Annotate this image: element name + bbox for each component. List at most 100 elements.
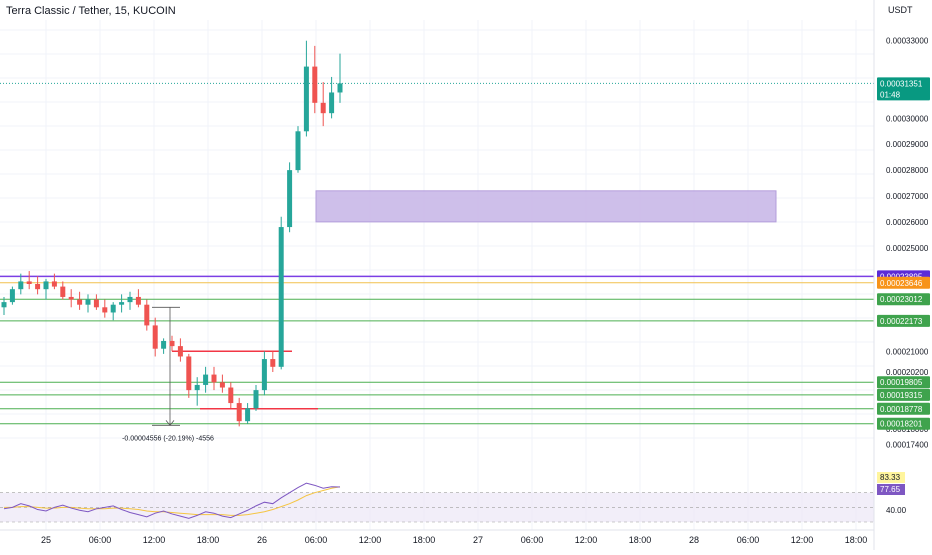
candle-body — [161, 340, 167, 349]
current-price-label: 0.00031351 — [880, 79, 923, 88]
rsi-value-label: 77.65 — [880, 485, 901, 494]
currency-label: USDT — [888, 5, 913, 15]
time-tick-label: 12:00 — [359, 535, 382, 545]
time-tick-label: 18:00 — [413, 535, 436, 545]
rsi-tick-label: 40.00 — [886, 506, 907, 515]
level-label-box — [877, 388, 930, 401]
candle-body — [295, 131, 301, 171]
measure-arrow — [165, 420, 175, 426]
candle-body — [26, 281, 32, 284]
rsi-value-box — [877, 484, 905, 495]
price-tick-label: 0.00020200 — [886, 368, 929, 377]
candle-body — [110, 304, 116, 313]
candle-body — [60, 286, 66, 297]
time-tick-label: 06:00 — [737, 535, 760, 545]
candle-body — [253, 390, 259, 409]
candle-body — [152, 325, 158, 349]
candle-body — [287, 170, 293, 228]
level-label-box — [877, 417, 930, 430]
time-tick-label: 12:00 — [575, 535, 598, 545]
level-label: 0.00018201 — [880, 420, 923, 429]
time-tick-label: 06:00 — [521, 535, 544, 545]
candle-body — [77, 299, 83, 305]
candle-body — [169, 340, 175, 347]
candle-body — [102, 307, 108, 313]
candle-body — [135, 296, 141, 305]
time-axis[interactable]: 25 06:00 12:00 18:00 26 06:00 12:00 18:00 27 06:0… — [0, 529, 874, 545]
time-tick-label: 26 — [257, 535, 267, 545]
candle-body — [312, 66, 318, 103]
rsi-line — [3, 482, 341, 519]
time-tick-label: 18:00 — [629, 535, 652, 545]
measure-label: -0.00004556 (-20.19%) -4556 — [122, 435, 214, 442]
rsi-band — [0, 492, 874, 522]
rsi-ma-label: 83.33 — [880, 473, 901, 482]
level-label: 0.00019315 — [880, 391, 923, 400]
candle-body — [35, 284, 41, 290]
level-label-box — [877, 293, 930, 306]
candle-body — [93, 299, 99, 308]
candle-body — [320, 102, 326, 114]
candle-body — [278, 227, 284, 367]
price-tick-label: 0.00027000 — [886, 192, 929, 201]
price-tick-label: 0.00017400 — [886, 440, 929, 449]
candle-body — [186, 356, 192, 391]
candle-body — [228, 387, 234, 404]
price-tick-label: 0.00028000 — [886, 166, 929, 175]
candle-body — [9, 289, 15, 303]
candle-body — [261, 359, 267, 391]
price-tick-label: 0.00033000 — [886, 37, 929, 46]
candle-body — [337, 83, 343, 93]
level-label-box — [877, 314, 930, 327]
price-axis[interactable]: 0.00033000 0.00030000 0.00029000 0.00028000… — [873, 0, 932, 550]
candle-body — [18, 281, 24, 290]
candle-body — [236, 403, 242, 422]
price-tick-label: 0.00021000 — [886, 347, 929, 356]
symbol-title[interactable]: Terra Classic / Tether, 15, KUCOIN — [6, 5, 176, 17]
candles-layer — [1, 40, 343, 427]
zone-layer — [315, 190, 777, 223]
level-label-box — [877, 402, 930, 415]
candle-body — [219, 382, 225, 388]
current-price-box — [877, 77, 930, 101]
level-label: 0.00018778 — [880, 405, 923, 414]
rsi-ma-box — [877, 472, 905, 483]
candle-body — [303, 66, 309, 132]
price-tick-label: 0.00025000 — [886, 244, 929, 253]
time-tick-label: 06:00 — [305, 535, 328, 545]
candle-body — [119, 302, 125, 305]
time-tick-label: 28 — [689, 535, 699, 545]
candle-body — [85, 299, 91, 305]
candle-body — [270, 359, 276, 367]
level-label: 0.00019805 — [880, 378, 923, 387]
price-tick-label: 0.00029000 — [886, 140, 929, 149]
time-tick-label: 25 — [41, 535, 51, 545]
candle-body — [51, 281, 57, 287]
annotation-layer: -0.00004556 (-20.19%) -4556 — [122, 306, 318, 442]
candle-body — [211, 374, 217, 383]
level-label: 0.00023012 — [880, 295, 923, 304]
supply-zone — [315, 190, 777, 223]
candle-body — [1, 302, 7, 308]
time-tick-label: 12:00 — [791, 535, 814, 545]
grid-layer — [0, 20, 874, 530]
level-label: 0.00023646 — [880, 279, 923, 288]
price-tick-label: 0.00030000 — [886, 114, 929, 123]
time-tick-label: 12:00 — [143, 535, 166, 545]
rsi-ma-line — [4, 486, 341, 516]
countdown-label: 01:48 — [880, 90, 901, 99]
candle-body — [245, 408, 251, 422]
candle-body — [177, 346, 183, 357]
candle-body — [68, 296, 74, 300]
candle-body — [144, 304, 150, 326]
candle-body — [203, 374, 209, 385]
time-tick-label: 27 — [473, 535, 483, 545]
candle-body — [127, 296, 133, 303]
candle-body — [329, 92, 335, 114]
time-tick-label: 18:00 — [197, 535, 220, 545]
candle-body — [43, 281, 49, 290]
level-label-box — [877, 376, 930, 389]
time-tick-label: 06:00 — [89, 535, 112, 545]
